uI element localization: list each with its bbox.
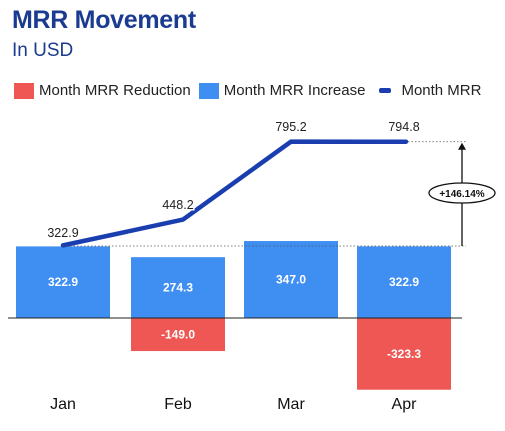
increase-label-feb: 274.3 [163, 281, 193, 295]
reduction-label-feb: -149.0 [161, 328, 195, 342]
legend-label-reduction: Month MRR Reduction [39, 82, 191, 99]
increase-label-mar: 347.0 [276, 273, 306, 287]
category-label-mar: Mar [277, 396, 305, 413]
growth-annotation-label: +146.14% [439, 189, 484, 200]
category-label-feb: Feb [164, 396, 192, 413]
legend-item-reduction: Month MRR Reduction [14, 82, 191, 99]
mrr-line [60, 139, 409, 248]
growth-annotation-pill [428, 182, 496, 204]
increase-bar-jan [16, 246, 110, 318]
chart-title: MRR Movement [12, 6, 196, 34]
legend-swatch-increase [198, 82, 219, 99]
increase-label-jan: 322.9 [48, 275, 78, 289]
increase-bar-apr [357, 246, 451, 318]
growth-arrow-head [458, 142, 466, 150]
mrr-label-feb: 448.2 [162, 198, 193, 212]
chart-subtitle: In USD [12, 40, 74, 61]
legend: Month MRR Reduction Month MRR Increase M… [14, 82, 489, 99]
legend-swatch-mrr [379, 88, 392, 93]
category-label-apr: Apr [392, 396, 418, 413]
reduction-bar-feb [131, 318, 225, 352]
legend-label-mrr: Month MRR [401, 82, 482, 99]
legend-swatch-reduction [14, 82, 34, 99]
increase-bar-mar [244, 241, 338, 318]
increase-label-apr: 322.9 [389, 275, 419, 289]
mrr-label-mar: 795.2 [275, 120, 306, 134]
reduction-label-apr: -323.3 [387, 347, 421, 361]
mrr-label-apr: 794.8 [388, 120, 419, 134]
mrr-label-jan: 322.9 [47, 226, 78, 240]
increase-bar-feb [131, 257, 225, 318]
category-label-jan: Jan [50, 396, 76, 413]
legend-label-increase: Month MRR Increase [223, 82, 366, 99]
reduction-bar-apr [357, 318, 451, 390]
legend-item-increase: Month MRR Increase [198, 82, 366, 99]
legend-item-mrr: Month MRR [373, 82, 481, 99]
